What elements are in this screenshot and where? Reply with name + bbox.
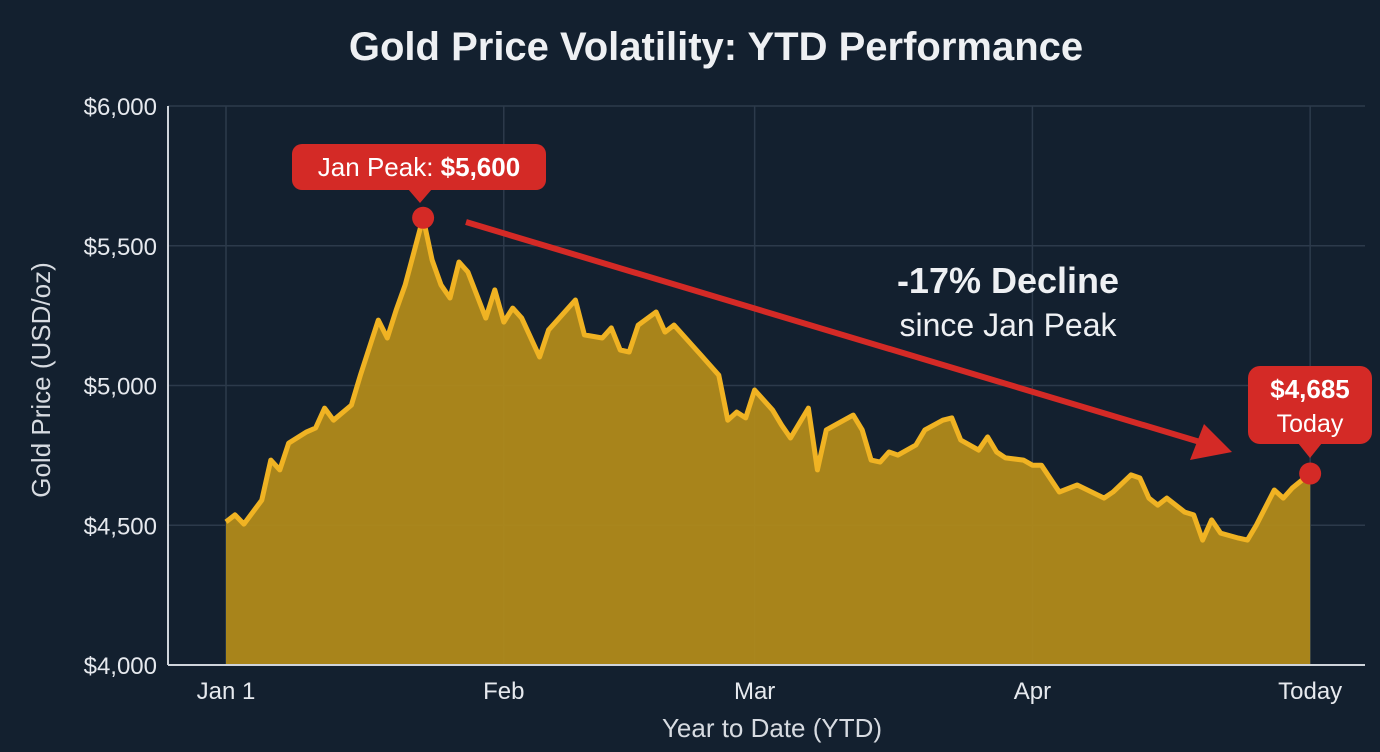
decline-headline: -17% Decline [897,260,1119,301]
y-tick-label: $5,500 [84,234,157,261]
x-tick-label: Mar [734,678,775,705]
y-tick-label: $6,000 [84,94,157,121]
peak-label-prefix: Jan Peak: [318,152,441,182]
price-line [224,215,1312,543]
chart-title: Gold Price Volatility: YTD Performance [349,25,1083,69]
x-tick-label: Jan 1 [197,678,256,705]
today-label-sub: Today [1277,410,1344,438]
y-tick-label: $4,500 [84,513,157,540]
today-callout: $4,685 Today [1248,366,1372,458]
x-axis-ticks: Jan 1 Feb Mar Apr Today [197,678,1343,705]
peak-callout: Jan Peak: $5,600 [292,144,546,203]
svg-text:Jan Peak: $5,600: Jan Peak: $5,600 [318,152,520,182]
x-tick-label: Today [1278,678,1342,705]
decline-subtext: since Jan Peak [899,307,1117,343]
x-tick-label: Feb [483,678,524,705]
y-tick-label: $4,000 [84,653,157,680]
y-axis-ticks: $4,000 $4,500 $5,000 $5,500 $6,000 [84,94,157,680]
y-tick-label: $5,000 [84,374,157,401]
x-axis-label: Year to Date (YTD) [662,713,882,743]
peak-marker [412,206,435,229]
y-axis-label: Gold Price (USD/oz) [26,262,56,498]
decline-arrow [465,219,1232,460]
today-label-value: $4,685 [1270,374,1350,404]
x-tick-label: Apr [1014,678,1051,705]
price-area [226,217,1311,666]
today-marker [1299,462,1322,485]
peak-label-value: $5,600 [441,152,521,182]
